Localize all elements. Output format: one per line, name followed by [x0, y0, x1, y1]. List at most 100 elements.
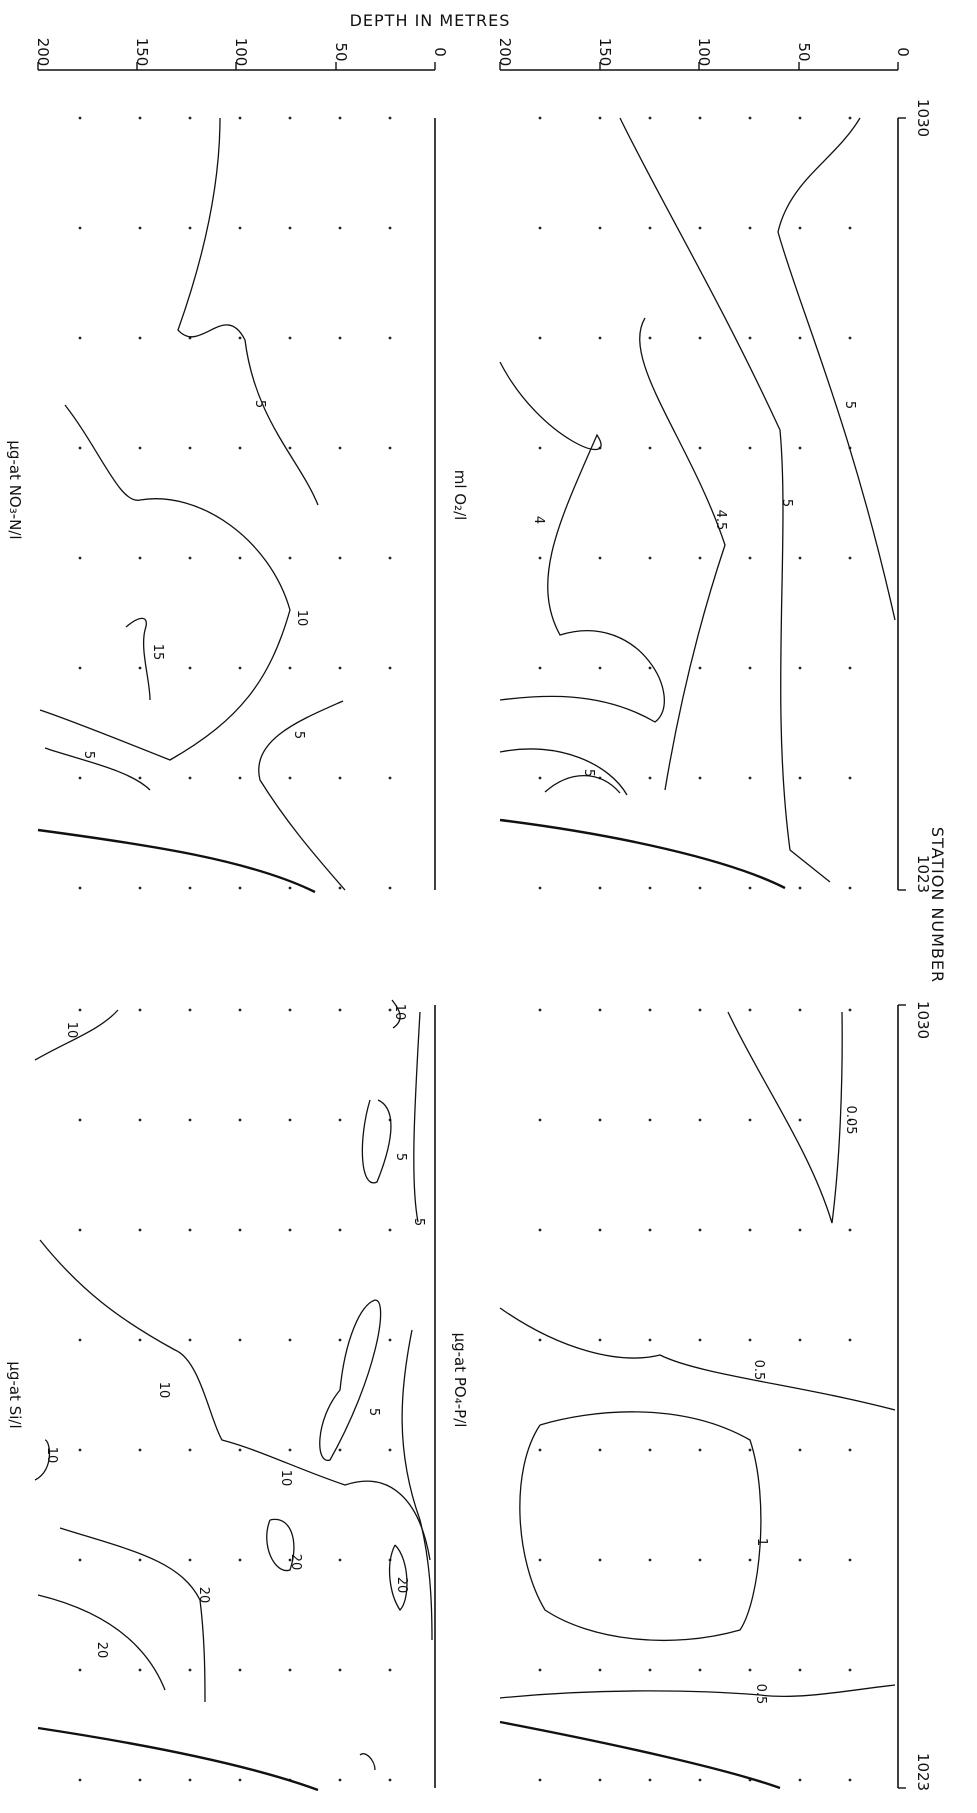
station-axis-title: STATION NUMBER	[928, 827, 947, 983]
sampling-dot	[748, 1228, 752, 1232]
sampling-dot	[648, 336, 652, 340]
sampling-dot	[538, 1668, 542, 1672]
sampling-dot	[748, 1338, 752, 1342]
sampling-dot	[238, 446, 242, 450]
station-label-lower-start: 1030	[914, 1001, 932, 1039]
sampling-dot	[798, 886, 802, 890]
sampling-dot	[288, 666, 292, 670]
sampling-dot	[798, 1338, 802, 1342]
sampling-dot	[338, 1118, 342, 1122]
sampling-dot	[598, 1668, 602, 1672]
sampling-dot	[388, 446, 392, 450]
sampling-dot	[598, 1228, 602, 1232]
phosphate-contour-1	[519, 1411, 762, 1642]
depth-tick-left-200: 200	[34, 38, 52, 67]
silicate-contour-20-right	[388, 1544, 408, 1612]
sampling-dot	[338, 1448, 342, 1452]
sampling-dot	[138, 446, 142, 450]
sampling-dot	[848, 1668, 852, 1672]
sampling-dot	[288, 336, 292, 340]
sampling-dot	[848, 336, 852, 340]
oxygen-contour-4-5	[639, 317, 726, 791]
sampling-dot	[798, 1778, 802, 1782]
sampling-dot	[188, 1558, 192, 1562]
sampling-dot	[78, 336, 82, 340]
sampling-dot	[238, 1448, 242, 1452]
sampling-dot	[338, 1008, 342, 1012]
sampling-dot	[648, 1338, 652, 1342]
sampling-dot	[78, 116, 82, 120]
sampling-dot	[338, 776, 342, 780]
sampling-dot	[188, 226, 192, 230]
sampling-dot	[388, 556, 392, 560]
sampling-dot	[798, 1448, 802, 1452]
sampling-dot	[188, 1778, 192, 1782]
sampling-dot	[388, 1778, 392, 1782]
sampling-dot	[238, 886, 242, 890]
sampling-dot	[798, 1558, 802, 1562]
silicate-label-5-line: 5	[411, 1218, 426, 1226]
sampling-dot	[848, 1228, 852, 1232]
sampling-dot	[288, 1668, 292, 1672]
sampling-dot	[748, 226, 752, 230]
silicate-label-10-topleft: 10	[64, 1022, 79, 1039]
phosphate-panel-label: µg-at PO₄-P/l	[451, 1333, 469, 1428]
sampling-dot	[798, 336, 802, 340]
sampling-dot	[598, 116, 602, 120]
silicate-label-20-line: 20	[196, 1587, 211, 1604]
sampling-dot	[698, 1558, 702, 1562]
nitrate-contour-5	[177, 117, 319, 506]
sampling-dot	[848, 666, 852, 670]
sampling-dot	[238, 1668, 242, 1672]
phosphate-contour-0-05	[727, 1011, 843, 1224]
silicate-contour-5-elongated	[319, 1299, 382, 1461]
sampling-dot	[748, 1558, 752, 1562]
sampling-dot	[598, 1448, 602, 1452]
nitrate-contour-5-bottom	[44, 747, 151, 791]
sampling-dot	[648, 556, 652, 560]
sampling-dot	[78, 1228, 82, 1232]
sampling-dot	[78, 1118, 82, 1122]
nitrate-contour-5-right	[258, 700, 346, 891]
sampling-dot	[598, 1338, 602, 1342]
sampling-dot	[748, 886, 752, 890]
station-label-upper-end: 1023	[914, 855, 932, 893]
sampling-dot	[698, 1228, 702, 1232]
sampling-dot	[138, 1118, 142, 1122]
sampling-dots	[78, 116, 852, 1782]
sampling-dot	[138, 1668, 142, 1672]
sampling-dot	[748, 1008, 752, 1012]
oxygen-label-5-bottom: 5	[581, 769, 596, 777]
sampling-dot	[748, 666, 752, 670]
sampling-dot	[388, 776, 392, 780]
sampling-dot	[538, 336, 542, 340]
sampling-dot	[538, 1118, 542, 1122]
silicate-contour-5-line	[413, 1011, 421, 1223]
nitrate-contour-10	[39, 404, 291, 761]
sampling-dot	[138, 776, 142, 780]
phosphate-label-0-5-upper: 0.5	[751, 1360, 766, 1381]
sampling-dot	[288, 1228, 292, 1232]
silicate-label-10-small: 10	[44, 1447, 59, 1464]
sampling-dot	[848, 886, 852, 890]
sampling-dot	[78, 666, 82, 670]
sampling-dot	[748, 336, 752, 340]
sampling-dot	[798, 1008, 802, 1012]
station-axis-right: 1030 1023 1030 1023	[897, 99, 932, 1791]
sampling-dot	[598, 666, 602, 670]
sampling-dot	[698, 776, 702, 780]
depth-tick-left-150: 150	[133, 38, 151, 67]
silicate-label-20-loop: 20	[288, 1554, 303, 1571]
sampling-dot	[238, 1338, 242, 1342]
sampling-dot	[698, 1118, 702, 1122]
oxygen-contour-bottom-arcs	[499, 748, 628, 796]
sampling-dot	[78, 1778, 82, 1782]
depth-tick-right-0: 0	[894, 47, 912, 57]
sampling-dot	[288, 1338, 292, 1342]
sampling-dot	[238, 776, 242, 780]
oxygen-label-5-b: 5	[779, 499, 794, 507]
sampling-dot	[848, 116, 852, 120]
sampling-dot	[238, 226, 242, 230]
sampling-dot	[698, 446, 702, 450]
sampling-dot	[748, 446, 752, 450]
